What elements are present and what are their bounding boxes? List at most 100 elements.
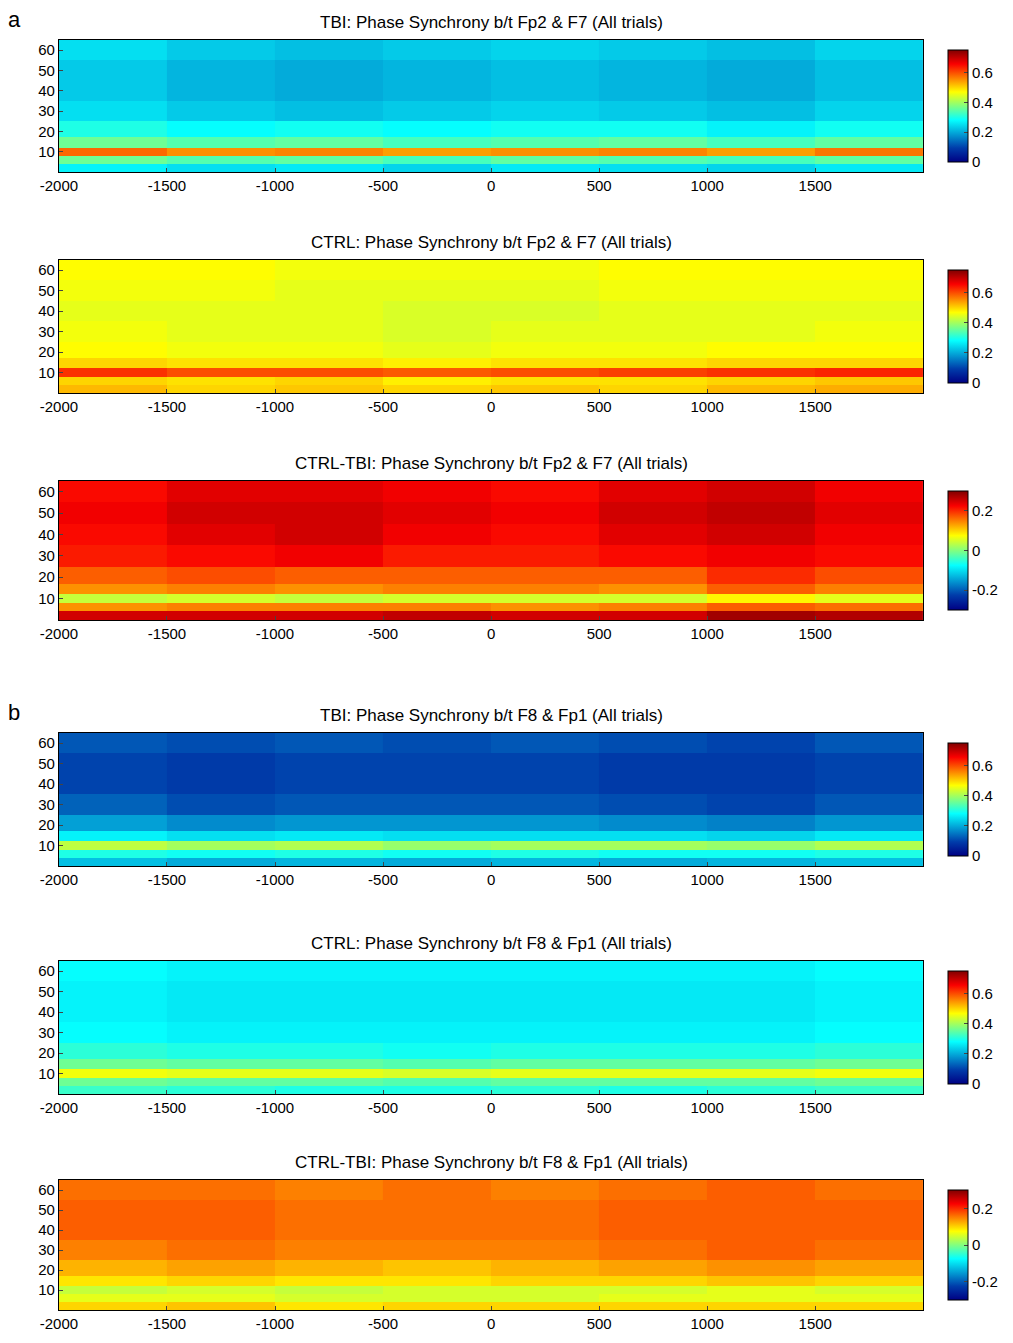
svg-text:-1000: -1000 bbox=[256, 398, 294, 415]
svg-text:TBI: Phase Synchrony b/t Fp2 &: TBI: Phase Synchrony b/t Fp2 & F7 (All t… bbox=[320, 13, 663, 32]
svg-text:-1500: -1500 bbox=[148, 625, 186, 642]
svg-text:CTRL-TBI: Phase Synchrony b/t: CTRL-TBI: Phase Synchrony b/t Fp2 & F7 (… bbox=[295, 454, 688, 473]
svg-text:0: 0 bbox=[972, 847, 980, 864]
svg-text:-500: -500 bbox=[368, 1315, 398, 1332]
svg-text:-2000: -2000 bbox=[40, 177, 78, 194]
svg-text:1000: 1000 bbox=[691, 625, 724, 642]
svg-text:50: 50 bbox=[38, 62, 55, 79]
svg-text:20: 20 bbox=[38, 123, 55, 140]
svg-text:20: 20 bbox=[38, 1261, 55, 1278]
svg-text:500: 500 bbox=[587, 1315, 612, 1332]
svg-text:10: 10 bbox=[38, 1065, 55, 1082]
svg-text:60: 60 bbox=[38, 483, 55, 500]
svg-text:1500: 1500 bbox=[799, 625, 832, 642]
svg-text:60: 60 bbox=[38, 1181, 55, 1198]
svg-text:30: 30 bbox=[38, 796, 55, 813]
svg-text:0.6: 0.6 bbox=[972, 985, 993, 1002]
svg-text:-1500: -1500 bbox=[148, 871, 186, 888]
svg-text:10: 10 bbox=[38, 364, 55, 381]
svg-text:1500: 1500 bbox=[799, 177, 832, 194]
svg-text:-500: -500 bbox=[368, 177, 398, 194]
svg-text:-500: -500 bbox=[368, 1099, 398, 1116]
svg-text:10: 10 bbox=[38, 143, 55, 160]
svg-text:30: 30 bbox=[38, 102, 55, 119]
svg-text:500: 500 bbox=[587, 871, 612, 888]
svg-text:-2000: -2000 bbox=[40, 1099, 78, 1116]
svg-text:60: 60 bbox=[38, 734, 55, 751]
svg-text:20: 20 bbox=[38, 816, 55, 833]
svg-text:-1500: -1500 bbox=[148, 1315, 186, 1332]
svg-text:-1000: -1000 bbox=[256, 625, 294, 642]
svg-text:0: 0 bbox=[487, 177, 495, 194]
svg-text:10: 10 bbox=[38, 590, 55, 607]
svg-text:0: 0 bbox=[972, 374, 980, 391]
svg-text:0.2: 0.2 bbox=[972, 502, 993, 519]
svg-text:1500: 1500 bbox=[799, 398, 832, 415]
svg-text:-1500: -1500 bbox=[148, 177, 186, 194]
svg-text:-500: -500 bbox=[368, 625, 398, 642]
svg-text:1000: 1000 bbox=[691, 177, 724, 194]
svg-text:30: 30 bbox=[38, 323, 55, 340]
svg-text:-1000: -1000 bbox=[256, 1099, 294, 1116]
svg-text:0.2: 0.2 bbox=[972, 1045, 993, 1062]
svg-text:1000: 1000 bbox=[691, 871, 724, 888]
svg-text:-1000: -1000 bbox=[256, 177, 294, 194]
svg-text:1000: 1000 bbox=[691, 1099, 724, 1116]
svg-text:50: 50 bbox=[38, 1201, 55, 1218]
svg-text:CTRL: Phase Synchrony b/t F8 &: CTRL: Phase Synchrony b/t F8 & Fp1 (All … bbox=[311, 934, 672, 953]
svg-text:TBI: Phase Synchrony b/t F8 &: TBI: Phase Synchrony b/t F8 & Fp1 (All t… bbox=[320, 706, 663, 725]
svg-text:40: 40 bbox=[38, 775, 55, 792]
svg-text:10: 10 bbox=[38, 1281, 55, 1298]
svg-text:0: 0 bbox=[487, 1315, 495, 1332]
svg-text:b: b bbox=[8, 700, 20, 725]
svg-text:-500: -500 bbox=[368, 398, 398, 415]
svg-text:60: 60 bbox=[38, 261, 55, 278]
svg-text:20: 20 bbox=[38, 343, 55, 360]
svg-text:0.6: 0.6 bbox=[972, 64, 993, 81]
svg-text:40: 40 bbox=[38, 302, 55, 319]
svg-text:0: 0 bbox=[487, 398, 495, 415]
svg-text:1500: 1500 bbox=[799, 1099, 832, 1116]
svg-text:0.2: 0.2 bbox=[972, 344, 993, 361]
svg-text:-2000: -2000 bbox=[40, 871, 78, 888]
svg-text:1000: 1000 bbox=[691, 1315, 724, 1332]
svg-text:CTRL: Phase Synchrony b/t Fp2: CTRL: Phase Synchrony b/t Fp2 & F7 (All … bbox=[311, 233, 672, 252]
svg-text:40: 40 bbox=[38, 82, 55, 99]
svg-text:500: 500 bbox=[587, 625, 612, 642]
svg-text:0.2: 0.2 bbox=[972, 817, 993, 834]
svg-text:10: 10 bbox=[38, 837, 55, 854]
svg-text:0: 0 bbox=[487, 1099, 495, 1116]
svg-text:50: 50 bbox=[38, 504, 55, 521]
svg-text:-2000: -2000 bbox=[40, 625, 78, 642]
svg-text:60: 60 bbox=[38, 41, 55, 58]
svg-text:0.2: 0.2 bbox=[972, 123, 993, 140]
svg-text:0.2: 0.2 bbox=[972, 1200, 993, 1217]
svg-text:500: 500 bbox=[587, 398, 612, 415]
svg-text:-500: -500 bbox=[368, 871, 398, 888]
svg-text:1500: 1500 bbox=[799, 871, 832, 888]
svg-text:30: 30 bbox=[38, 1024, 55, 1041]
svg-text:0: 0 bbox=[487, 871, 495, 888]
svg-text:60: 60 bbox=[38, 962, 55, 979]
svg-text:0.4: 0.4 bbox=[972, 314, 993, 331]
svg-text:40: 40 bbox=[38, 1221, 55, 1238]
svg-text:-2000: -2000 bbox=[40, 1315, 78, 1332]
svg-text:a: a bbox=[8, 7, 21, 32]
svg-text:-1000: -1000 bbox=[256, 871, 294, 888]
svg-text:0: 0 bbox=[972, 1236, 980, 1253]
svg-text:50: 50 bbox=[38, 983, 55, 1000]
svg-text:0.4: 0.4 bbox=[972, 787, 993, 804]
svg-text:-1000: -1000 bbox=[256, 1315, 294, 1332]
svg-text:1500: 1500 bbox=[799, 1315, 832, 1332]
svg-text:30: 30 bbox=[38, 1241, 55, 1258]
svg-text:500: 500 bbox=[587, 177, 612, 194]
svg-text:40: 40 bbox=[38, 526, 55, 543]
svg-text:-1500: -1500 bbox=[148, 1099, 186, 1116]
svg-text:-0.2: -0.2 bbox=[972, 1273, 998, 1290]
svg-text:0.6: 0.6 bbox=[972, 757, 993, 774]
svg-text:0.4: 0.4 bbox=[972, 94, 993, 111]
svg-text:1000: 1000 bbox=[691, 398, 724, 415]
svg-text:-1500: -1500 bbox=[148, 398, 186, 415]
svg-text:-0.2: -0.2 bbox=[972, 581, 998, 598]
svg-text:40: 40 bbox=[38, 1003, 55, 1020]
